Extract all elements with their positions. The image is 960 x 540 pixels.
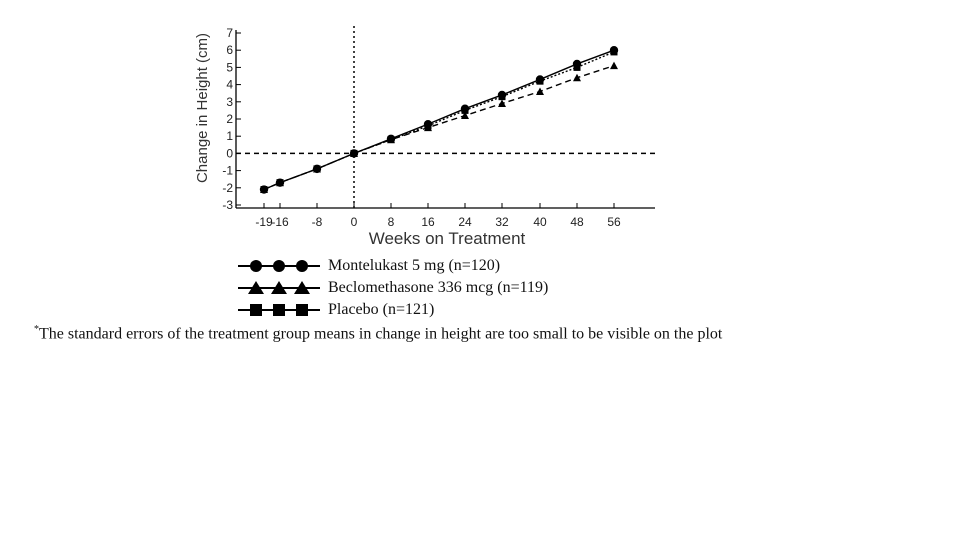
y-tick-label: -3 — [222, 198, 233, 212]
legend-label-montelukast: Montelukast 5 mg (n=120) — [328, 257, 501, 274]
data-point-circle — [386, 134, 396, 143]
y-tick-label: -1 — [222, 164, 233, 178]
x-tick-label: 32 — [495, 215, 509, 229]
y-tick-label: 1 — [226, 129, 233, 143]
data-point-circle — [349, 149, 359, 158]
legend: Montelukast 5 mg (n=120) Beclomethasone … — [236, 255, 548, 321]
legend-item-placebo: Placebo (n=121) — [236, 299, 548, 321]
data-point-circle — [275, 178, 285, 187]
y-axis-title: Change in Height (cm) — [194, 33, 211, 183]
x-tick-label: -19 — [255, 215, 273, 229]
series-line-2 — [263, 51, 615, 191]
x-tick-label: 0 — [351, 215, 358, 229]
x-tick-label: 24 — [458, 215, 472, 229]
data-point-circle — [535, 75, 545, 84]
x-tick-label: 56 — [607, 215, 621, 229]
footnote-text: The standard errors of the treatment gro… — [39, 325, 723, 343]
data-point-triangle — [536, 87, 544, 95]
y-tick-label: 0 — [226, 146, 233, 160]
data-point-circle — [312, 164, 322, 174]
y-tick-label: 7 — [226, 26, 233, 40]
legend-swatch-beclomethasone — [238, 281, 320, 294]
legend-label-beclomethasone: Beclomethasone 336 mcg (n=119) — [328, 279, 549, 296]
data-point-circle — [572, 59, 582, 69]
data-point-triangle — [573, 73, 581, 82]
x-tick-label: 16 — [421, 215, 435, 229]
series-group — [259, 46, 619, 194]
y-tick-label: 2 — [226, 112, 233, 126]
legend-label-placebo: Placebo (n=121) — [328, 301, 435, 318]
x-tick-label: -16 — [271, 215, 289, 229]
data-point-triangle — [498, 99, 506, 108]
y-tick-label: 3 — [226, 95, 233, 109]
y-tick-label: -2 — [222, 181, 233, 195]
reference-lines — [236, 26, 655, 208]
legend-swatch-placebo — [238, 304, 320, 316]
x-tick-label: -8 — [312, 215, 323, 229]
x-tick-label: 40 — [533, 215, 547, 229]
data-point-circle — [497, 90, 507, 100]
x-tick-label: 48 — [570, 215, 584, 229]
data-point-circle — [609, 46, 619, 55]
data-point-circle — [259, 185, 269, 194]
footnote-marker: * — [34, 324, 39, 335]
y-tick-label: 6 — [226, 43, 233, 57]
footnote: *The standard errors of the treatment gr… — [34, 324, 722, 343]
x-axis-title: Weeks on Treatment — [369, 229, 526, 248]
legend-swatch-montelukast — [238, 260, 320, 272]
y-tick-label: 4 — [226, 78, 233, 92]
data-point-circle — [460, 104, 470, 113]
x-tick-label: 8 — [388, 215, 395, 229]
legend-item-beclomethasone: Beclomethasone 336 mcg (n=119) — [236, 277, 548, 299]
legend-item-montelukast: Montelukast 5 mg (n=120) — [236, 255, 548, 277]
y-tick-label: 5 — [226, 60, 233, 74]
data-point-triangle — [610, 61, 618, 70]
data-point-triangle — [461, 111, 469, 120]
data-point-circle — [423, 119, 433, 129]
